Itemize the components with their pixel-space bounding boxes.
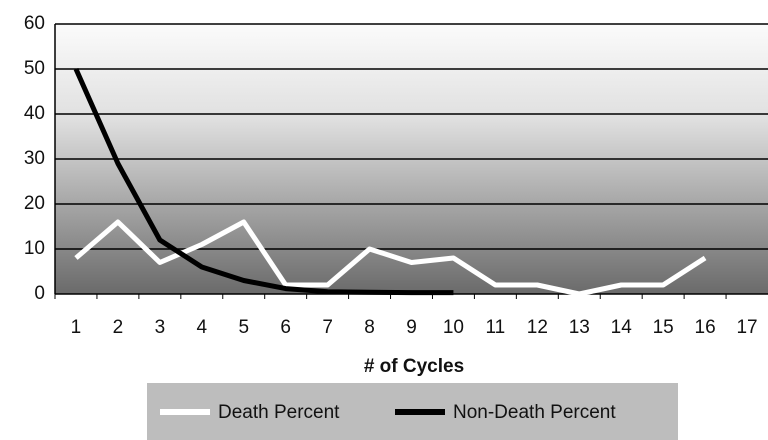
x-tick-label: 17: [736, 317, 757, 338]
x-tick-label: 5: [238, 317, 249, 338]
y-tick-label: 20: [24, 193, 45, 214]
y-tick-label: 10: [24, 238, 45, 259]
x-tick-label: 12: [527, 317, 548, 338]
series-line: [73, 67, 454, 296]
y-tick-label: 60: [24, 13, 45, 34]
y-tick-label: 50: [24, 58, 45, 79]
x-tick-label: 1: [71, 317, 82, 338]
x-tick-label: 6: [280, 317, 291, 338]
x-tick-label: 15: [653, 317, 674, 338]
legend-label: Non-Death Percent: [453, 402, 616, 423]
x-tick-label: 2: [113, 317, 124, 338]
x-tick-label: 4: [197, 317, 208, 338]
x-tick-label: 8: [364, 317, 375, 338]
x-axis-label: # of Cycles: [364, 356, 464, 377]
x-tick-label: 3: [155, 317, 166, 338]
x-tick-label: 14: [611, 317, 633, 338]
x-tick-label: 11: [486, 317, 506, 338]
x-tick-label: 10: [443, 317, 464, 338]
x-tick-label: 16: [695, 317, 716, 338]
y-tick-label: 0: [34, 283, 45, 304]
y-tick-label: 40: [24, 103, 45, 124]
legend-label: Death Percent: [218, 402, 340, 423]
x-tick-label: 13: [569, 317, 590, 338]
x-tick-label: 7: [322, 317, 333, 338]
x-tick-label: 9: [406, 317, 417, 338]
y-tick-label: 30: [24, 148, 45, 169]
